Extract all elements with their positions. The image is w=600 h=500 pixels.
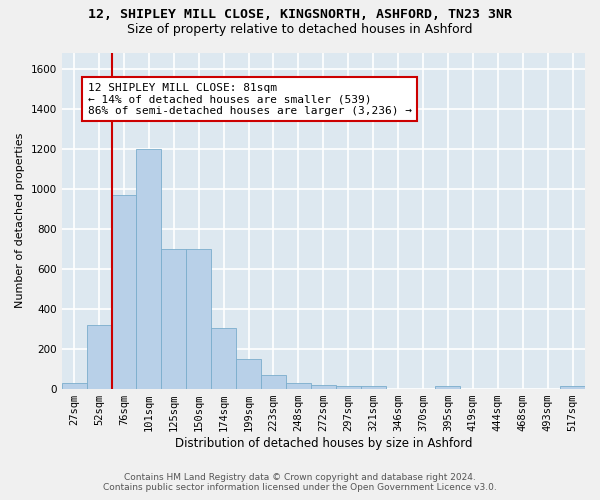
Bar [436,386,460,389]
Bar [560,386,585,389]
Text: Size of property relative to detached houses in Ashford: Size of property relative to detached ho… [127,22,473,36]
Bar [186,249,211,389]
X-axis label: Distribution of detached houses by size in Ashford: Distribution of detached houses by size … [175,437,472,450]
Bar [62,383,86,389]
Bar [311,385,336,389]
Bar [211,328,236,389]
Bar [136,148,161,389]
Bar [236,359,261,389]
Bar [261,375,286,389]
Bar [361,386,386,389]
Y-axis label: Number of detached properties: Number of detached properties [15,133,25,308]
Bar [336,386,361,389]
Bar [112,194,136,389]
Text: 12, SHIPLEY MILL CLOSE, KINGSNORTH, ASHFORD, TN23 3NR: 12, SHIPLEY MILL CLOSE, KINGSNORTH, ASHF… [88,8,512,20]
Bar [161,249,186,389]
Bar [86,325,112,389]
Text: Contains HM Land Registry data © Crown copyright and database right 2024.
Contai: Contains HM Land Registry data © Crown c… [103,473,497,492]
Text: 12 SHIPLEY MILL CLOSE: 81sqm
← 14% of detached houses are smaller (539)
86% of s: 12 SHIPLEY MILL CLOSE: 81sqm ← 14% of de… [88,82,412,116]
Bar [286,383,311,389]
